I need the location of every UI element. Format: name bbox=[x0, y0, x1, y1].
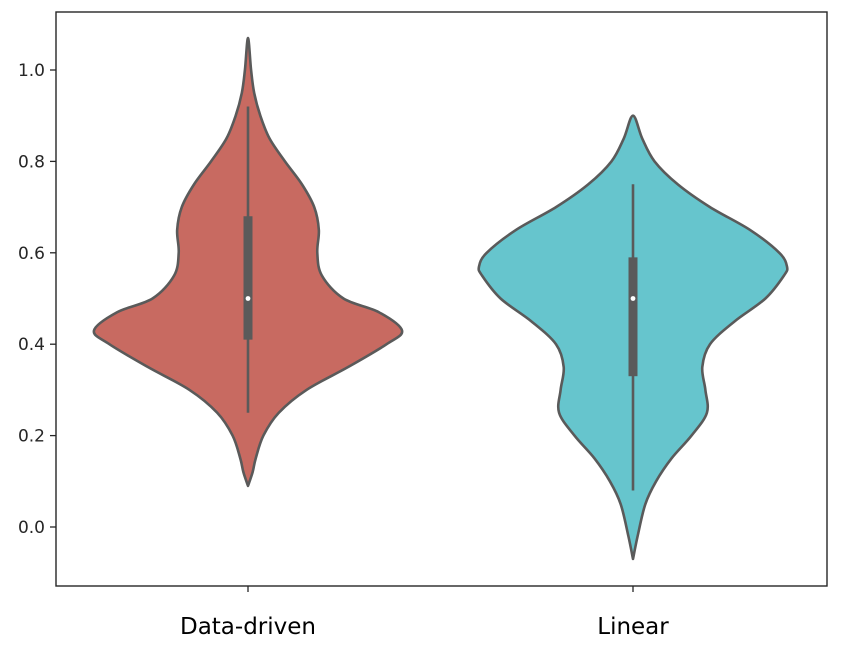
y-tick-label: 0.0 bbox=[18, 518, 45, 538]
plot-frame bbox=[55, 11, 828, 587]
iqr-box bbox=[628, 257, 638, 377]
x-axis: Data-driven Linear bbox=[180, 586, 669, 640]
median-marker bbox=[630, 296, 636, 301]
iqr-box bbox=[243, 216, 253, 340]
y-tick-label: 0.6 bbox=[18, 244, 45, 264]
y-tick-label: 0.8 bbox=[18, 152, 45, 172]
plot-content bbox=[92, 36, 789, 561]
y-tick-label: 0.2 bbox=[18, 427, 45, 447]
y-tick-label: 1.0 bbox=[18, 61, 45, 81]
y-tick-label: 0.4 bbox=[18, 335, 45, 355]
median-marker bbox=[245, 296, 251, 301]
x-category-label: Linear bbox=[597, 614, 669, 640]
x-category-label: Data-driven bbox=[180, 614, 316, 640]
y-axis: 0.0 0.2 0.4 0.6 0.8 1.0 bbox=[18, 61, 56, 538]
